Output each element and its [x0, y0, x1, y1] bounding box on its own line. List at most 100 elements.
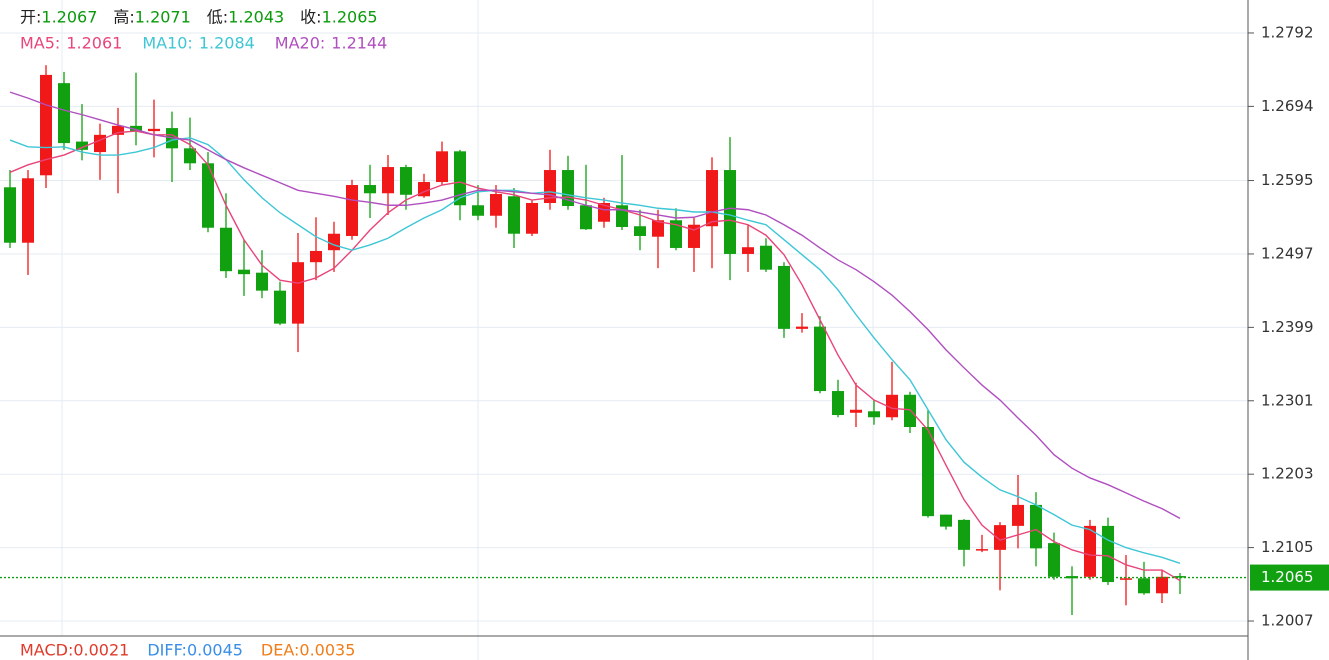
quote-label: 开: [20, 8, 41, 27]
candle-body [958, 519, 970, 550]
candle-body [634, 226, 646, 236]
candle-body [868, 411, 880, 418]
candle-body [670, 220, 682, 248]
grid [0, 32, 1248, 622]
y-tick-label: 1.2694 [1261, 97, 1314, 115]
quote-value: 1.2043 [228, 8, 284, 27]
indicator-label: MACD: [20, 641, 73, 660]
last-price-tag [1250, 564, 1329, 591]
quote-value: 1.2067 [41, 8, 97, 27]
candle-body [850, 409, 862, 413]
candle-body [436, 151, 448, 183]
candle-body [1120, 578, 1132, 580]
legend-value: 1.2061 [66, 34, 122, 53]
candle-body [742, 247, 754, 254]
candle-body [1030, 504, 1042, 549]
candle-body [706, 170, 718, 227]
candle-body [22, 178, 34, 243]
candle-body [202, 163, 214, 228]
quote-value: 1.2065 [322, 8, 378, 27]
candle-body [580, 205, 592, 230]
ma-line [9, 130, 1181, 582]
indicator-value: 0.0021 [73, 641, 129, 660]
legend: 开: 1.2067 高: 1.2071 低: 1.2043 收: 1.2065 MA5: 1.20… [20, 8, 387, 660]
candle-body [40, 74, 52, 176]
last-price-label: 1.2065 [1261, 568, 1314, 586]
candle-body [940, 514, 952, 527]
candle-body [778, 265, 790, 329]
legend-value: 1.2144 [331, 34, 387, 53]
y-axis: 1.2007 1.2105 1.2203 1.2301 1.2399 1.2497 1.25… [1248, 23, 1329, 630]
candle-body [904, 394, 916, 427]
candle-body [58, 83, 70, 144]
indicator-label: DEA: [261, 641, 299, 660]
candle-body [832, 391, 844, 416]
candle-body [994, 525, 1006, 550]
candle-body [400, 167, 412, 195]
indicator-label: DIFF: [147, 641, 187, 660]
candle-body [508, 196, 520, 234]
y-tick-label: 1.2792 [1261, 23, 1314, 41]
candle-body [652, 220, 664, 237]
candle-body [1012, 504, 1024, 526]
quote-value: 1.2071 [135, 8, 191, 27]
indicator-value: 0.0035 [299, 641, 355, 660]
candle-body [220, 227, 232, 272]
y-tick-label: 1.2595 [1261, 171, 1314, 189]
candle-body [796, 326, 808, 329]
candle-body [1048, 543, 1060, 577]
candle-body [472, 205, 484, 216]
candle-body [364, 185, 376, 194]
legend-label: MA5: [20, 34, 60, 53]
candle-body [94, 134, 106, 153]
candle-body [598, 203, 610, 222]
candle-body [1156, 576, 1168, 594]
candle-body [1102, 525, 1114, 583]
quote-label: 高: [113, 8, 134, 27]
candle-body [814, 326, 826, 392]
candle-body [526, 203, 538, 234]
candle-body [886, 394, 898, 418]
plot-area [0, 65, 1248, 616]
candle-body [1174, 576, 1186, 578]
candle-body [382, 167, 394, 194]
ma-line [9, 91, 1181, 520]
candle-body [256, 272, 268, 291]
y-tick-label: 1.2203 [1261, 465, 1314, 483]
candle-body [76, 141, 88, 150]
y-tick-label: 1.2301 [1261, 391, 1314, 409]
legend-label: MA20: [275, 34, 326, 53]
candle-body [976, 549, 988, 551]
candle-body [310, 250, 322, 263]
legend-label: MA10: [142, 34, 193, 53]
candle-body [130, 125, 142, 132]
candle-body [4, 187, 16, 243]
y-tick-label: 1.2007 [1261, 612, 1314, 630]
candle-body [292, 262, 304, 324]
y-tick-label: 1.2105 [1261, 538, 1314, 556]
candle-body [274, 290, 286, 324]
candle-body [184, 148, 196, 164]
candle-body [760, 245, 772, 270]
candle-body [238, 269, 250, 275]
candle-body [112, 125, 124, 135]
y-tick-label: 1.2399 [1261, 318, 1314, 336]
candle-body [328, 233, 340, 251]
candle-body [724, 170, 736, 254]
candle-body [148, 128, 160, 132]
candle-body [1084, 525, 1096, 577]
ma-line [9, 137, 1181, 565]
candle-body [1138, 578, 1150, 594]
quote-label: 收: [300, 8, 321, 27]
candle-body [346, 185, 358, 236]
quote-label: 低: [207, 8, 228, 27]
legend-value: 1.2084 [199, 34, 255, 53]
y-tick-label: 1.2497 [1261, 244, 1314, 262]
candle-body [922, 426, 934, 517]
candle-body [454, 151, 466, 206]
indicator-value: 0.0045 [187, 641, 243, 660]
candle-body [688, 224, 700, 248]
candle-body [490, 194, 502, 216]
